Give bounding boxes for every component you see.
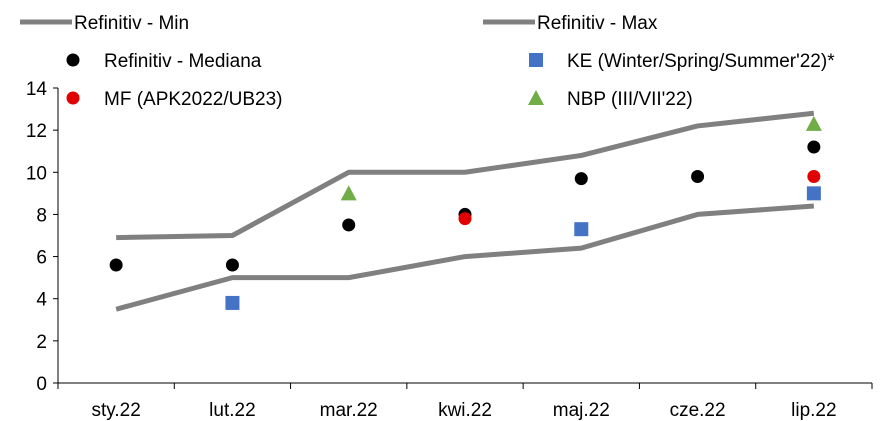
legend-label: Refinitiv - Min <box>74 13 189 34</box>
legend-label: Refinitiv - Max <box>537 13 658 34</box>
x-tick-label: sty.22 <box>92 400 141 421</box>
series-layer <box>109 110 822 312</box>
legend-swatch-marker <box>529 53 543 67</box>
axes: 0 2 4 6 8 10 12 14 sty.22 lut.22 mar.22 kwi.22 maj.2… <box>26 79 873 421</box>
legend-label: Refinitiv - Mediana <box>104 51 262 72</box>
legend-swatch-marker <box>66 91 80 105</box>
x-tick-label: cze.22 <box>670 400 726 421</box>
data-point <box>574 222 589 237</box>
legend-swatch-marker <box>66 53 80 67</box>
series-line <box>116 110 815 241</box>
y-tick-label: 14 <box>26 79 48 100</box>
data-point <box>109 258 123 272</box>
legend-label: NBP (III/VII'22) <box>567 89 693 110</box>
data-point <box>806 186 821 201</box>
series-nbp-iii-vii-22 <box>340 115 822 201</box>
legend-item-mf-apk2022-ub23: MF (APK2022/UB23) <box>66 89 282 110</box>
data-point <box>805 115 822 131</box>
y-tick-label: 8 <box>36 205 47 226</box>
legend-item-refinitiv-max: Refinitiv - Max <box>483 13 658 34</box>
data-point <box>691 170 705 183</box>
data-point <box>574 172 588 186</box>
series-refinitiv-min <box>115 203 815 312</box>
x-tick-label: kwi.22 <box>438 400 492 421</box>
series-refinitiv-mediana <box>109 140 821 272</box>
y-tick-label: 10 <box>26 163 47 184</box>
x-tick-label: lip.22 <box>791 400 836 421</box>
legend-item-nbp-iii-vii-22: NBP (III/VII'22) <box>528 89 693 110</box>
data-point <box>225 258 239 272</box>
series-refinitiv-max <box>116 110 815 241</box>
legend-item-refinitiv-mediana: Refinitiv - Mediana <box>66 51 262 72</box>
y-tick-label: 2 <box>36 332 47 353</box>
data-point <box>807 170 821 183</box>
y-tick-label: 4 <box>36 290 47 311</box>
series-mf-apk2022-ub23 <box>458 170 821 226</box>
legend: Refinitiv - Min Refinitiv - Max Refinitiv … <box>20 13 835 110</box>
y-tick-label: 0 <box>36 374 47 395</box>
x-tick-label: lut.22 <box>209 400 255 421</box>
legend-swatch-marker <box>528 90 544 105</box>
data-point <box>340 185 357 201</box>
data-point <box>225 295 240 310</box>
x-tick-label: maj.22 <box>553 400 610 421</box>
legend-item-refinitiv-min: Refinitiv - Min <box>20 13 189 34</box>
legend-label: KE (Winter/Spring/Summer'22)* <box>567 51 835 72</box>
x-tick-label: mar.22 <box>320 400 378 421</box>
series-ke-winter-spring-summer-22 <box>225 186 821 310</box>
legend-item-ke-winter-spring-summer-22: KE (Winter/Spring/Summer'22)* <box>529 51 835 72</box>
series-line <box>115 203 815 312</box>
data-point <box>458 212 472 226</box>
data-point <box>807 140 821 154</box>
legend-label: MF (APK2022/UB23) <box>104 89 282 110</box>
data-point <box>342 218 356 232</box>
y-tick-label: 6 <box>36 248 47 269</box>
y-tick-label: 12 <box>26 121 47 142</box>
